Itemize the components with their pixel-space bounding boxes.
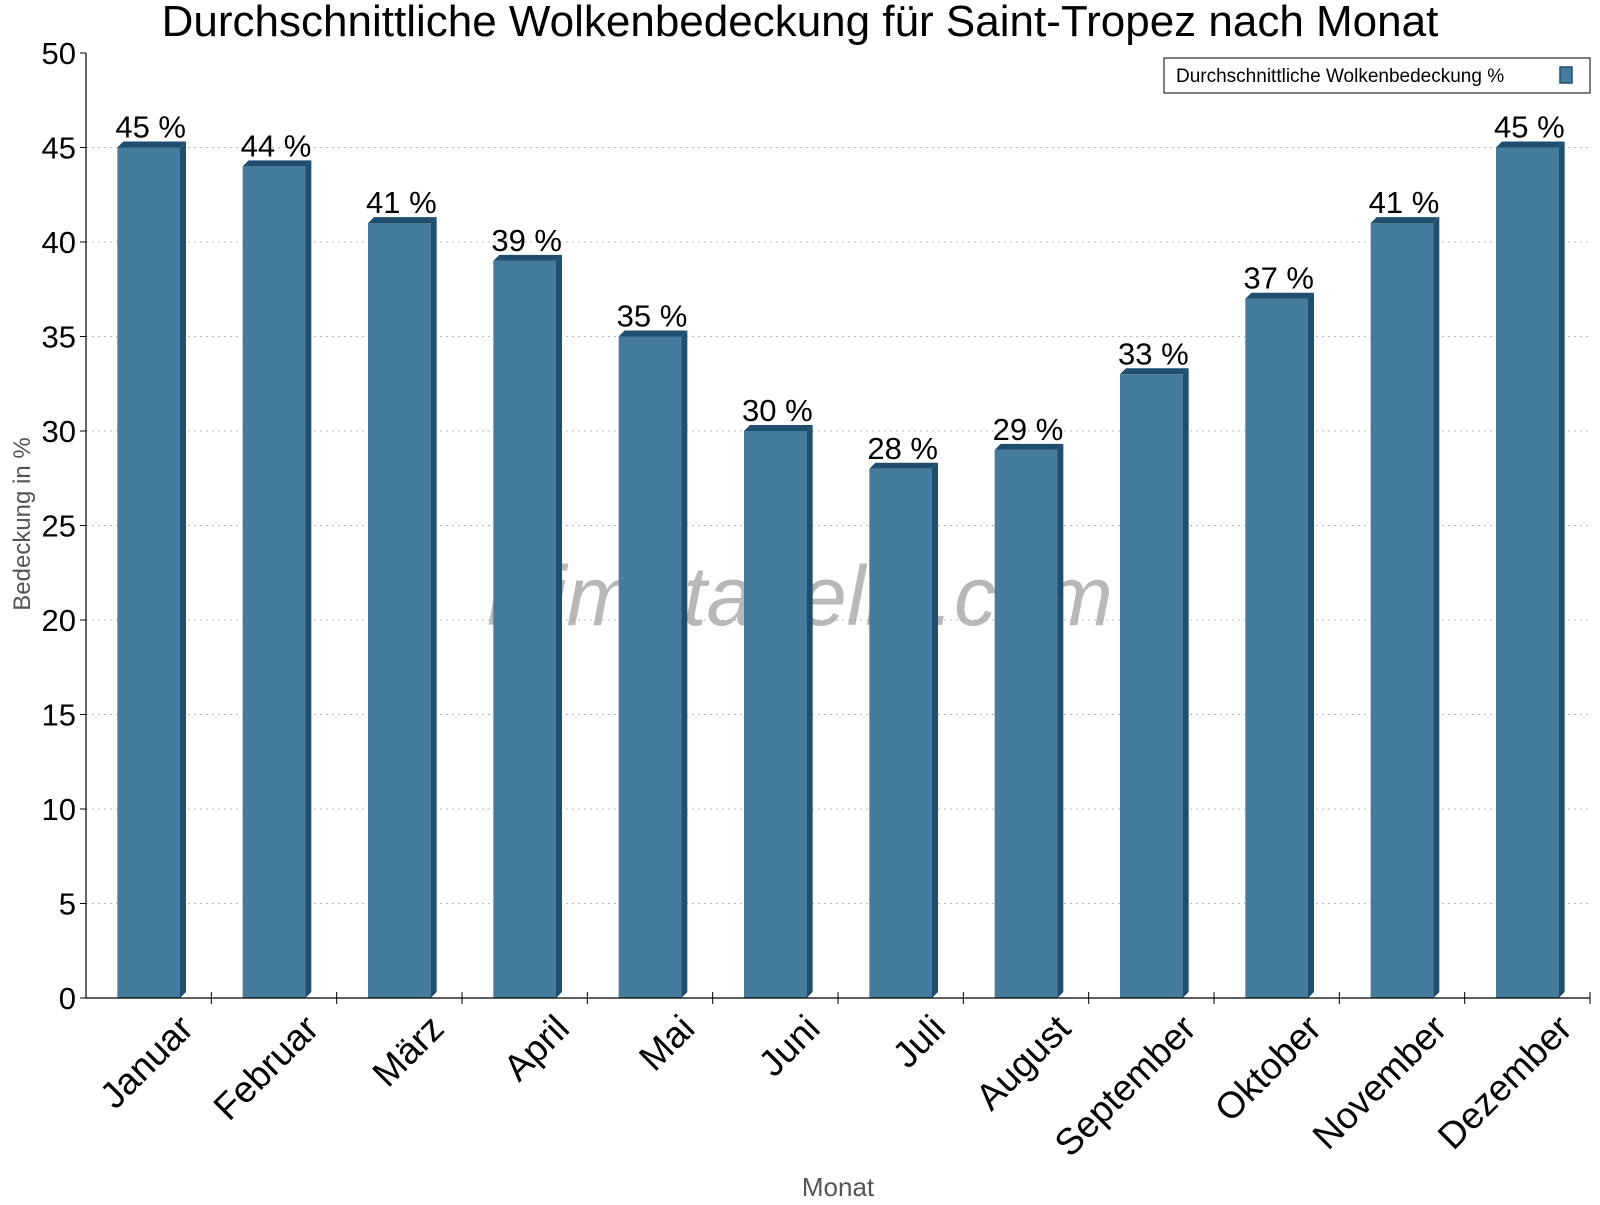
- bar-top: [1370, 217, 1440, 224]
- bar-value-label: 28 %: [867, 431, 938, 466]
- bar-side: [1558, 141, 1565, 998]
- x-axis-title: Monat: [802, 1172, 875, 1200]
- bar-top: [1245, 292, 1314, 299]
- x-tick-label: Februar: [206, 1007, 327, 1128]
- bar: [744, 431, 807, 998]
- x-tick-label: Januar: [92, 1007, 201, 1116]
- bar-value-label: 29 %: [993, 412, 1064, 447]
- y-tick-label: 0: [59, 981, 76, 1016]
- bar-top: [1496, 141, 1565, 148]
- chart-title: Durchschnittliche Wolkenbedeckung für Sa…: [162, 0, 1439, 46]
- bar-value-label: 37 %: [1243, 261, 1314, 296]
- y-tick-label: 30: [42, 414, 76, 449]
- bar-top: [744, 425, 813, 431]
- y-tick-label: 20: [42, 603, 76, 638]
- bar-side: [305, 160, 312, 998]
- bar-value-label: 41 %: [366, 185, 437, 220]
- x-tick-label: Oktober: [1207, 1007, 1329, 1129]
- x-tick-label: August: [968, 1007, 1079, 1118]
- y-tick-label: 45: [42, 131, 76, 166]
- bar-side: [1433, 217, 1440, 999]
- bar: [1370, 223, 1434, 999]
- bar-value-label: 45 %: [115, 110, 186, 145]
- bar-side: [1057, 443, 1064, 998]
- bars: [117, 141, 1565, 999]
- x-tick-label: März: [365, 1007, 452, 1094]
- bar-side: [932, 462, 938, 998]
- x-tick-label: Mai: [631, 1007, 702, 1078]
- bar-value-label: 35 %: [617, 299, 688, 334]
- bar: [1245, 298, 1308, 998]
- bar-value-label: 33 %: [1118, 336, 1189, 371]
- bar-side: [556, 254, 562, 998]
- y-tick-label: 10: [42, 792, 76, 827]
- bar-value-label: 30 %: [742, 393, 813, 428]
- bar: [117, 147, 180, 998]
- bar-side: [430, 217, 437, 999]
- bar-value-label: 44 %: [241, 128, 312, 163]
- y-axis-title: Bedeckung in %: [9, 437, 36, 610]
- bar: [1120, 374, 1183, 998]
- y-tick-label: 35: [42, 320, 76, 355]
- y-tick-label: 15: [42, 698, 76, 733]
- bar-side: [1308, 292, 1314, 998]
- y-tick-label: 25: [42, 509, 76, 544]
- bar-value-label: 39 %: [491, 223, 562, 258]
- x-tick-label: Juni: [751, 1007, 828, 1084]
- legend-swatch: [1559, 66, 1573, 84]
- bar: [1496, 147, 1559, 998]
- bar-top: [493, 254, 562, 261]
- bar-top: [618, 330, 688, 337]
- x-tick-label: November: [1305, 1007, 1455, 1157]
- bar-top: [117, 141, 186, 148]
- y-tick-label: 50: [42, 36, 76, 71]
- bar-top: [869, 462, 938, 469]
- x-tick-label: April: [496, 1007, 577, 1088]
- bar: [242, 166, 306, 998]
- legend-label: Durchschnittliche Wolkenbedeckung %: [1176, 66, 1504, 87]
- legend: Durchschnittliche Wolkenbedeckung %: [1163, 57, 1591, 94]
- bar-side: [180, 141, 186, 998]
- bar-side: [681, 330, 688, 998]
- bar-side: [1182, 368, 1189, 998]
- x-tick-label: Dezember: [1430, 1007, 1580, 1157]
- bar: [994, 449, 1058, 998]
- legend-box: [1163, 57, 1591, 94]
- x-tick-label: Juli: [885, 1007, 953, 1075]
- bar-top: [242, 160, 312, 167]
- bar-top: [368, 217, 437, 224]
- bar: [493, 260, 556, 998]
- bar: [618, 336, 682, 998]
- grid-lines: [86, 147, 1590, 904]
- bar-top: [994, 443, 1064, 450]
- y-tick-label: 5: [59, 887, 76, 922]
- bar: [869, 468, 932, 998]
- bar: [368, 223, 431, 999]
- axes: 0 5 10 15 20 25 30 35 40 45 50: [42, 36, 1591, 1016]
- y-tick-label: 40: [42, 225, 76, 260]
- bar-value-label: 45 %: [1494, 110, 1565, 145]
- bar-value-label: 41 %: [1369, 185, 1440, 220]
- bar-side: [806, 425, 813, 998]
- bar-top: [1120, 368, 1189, 375]
